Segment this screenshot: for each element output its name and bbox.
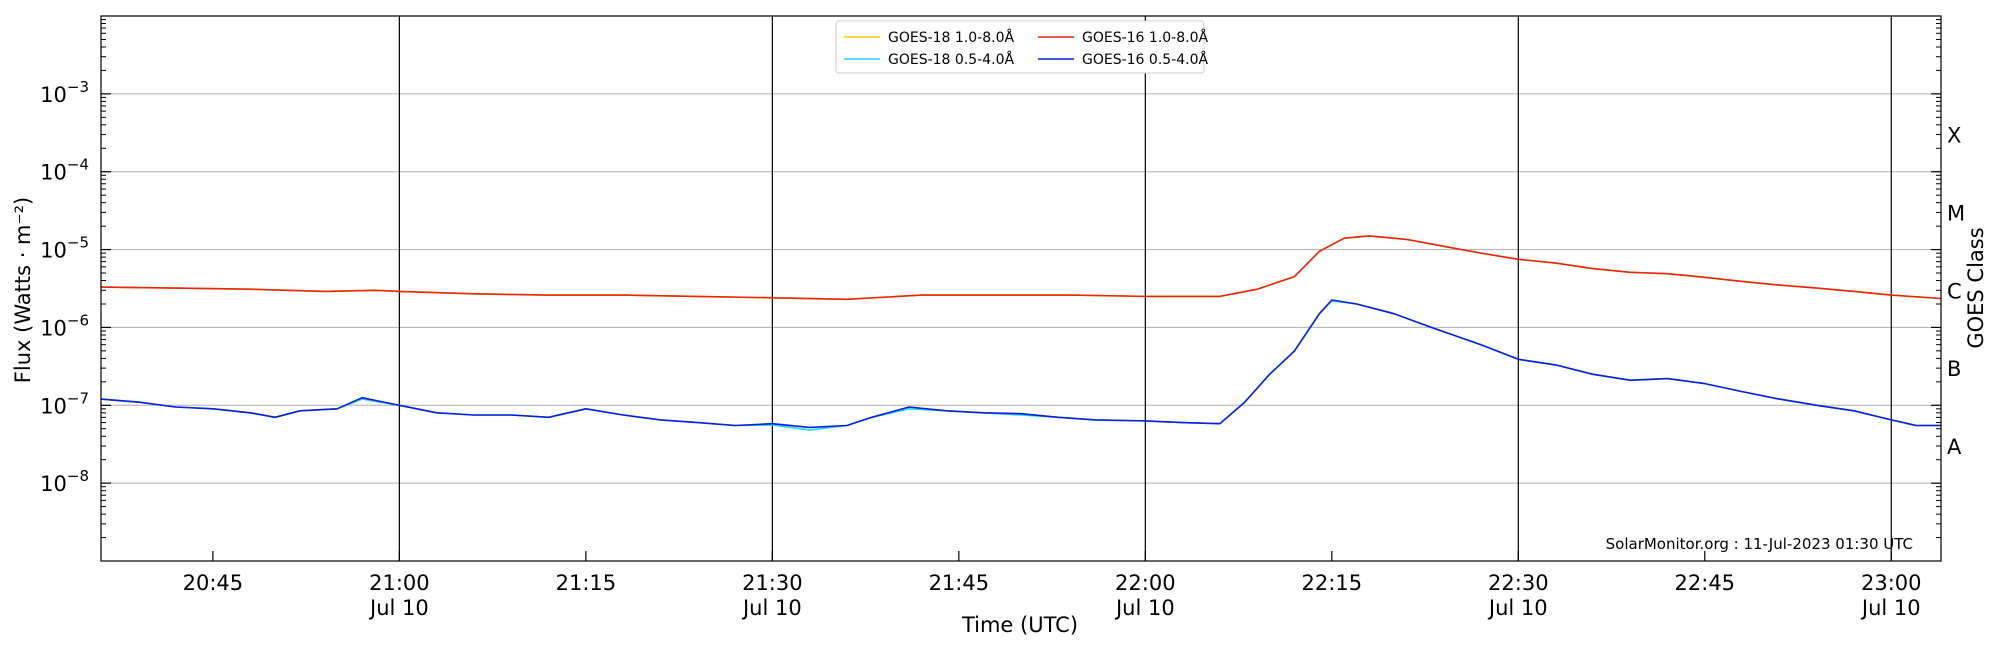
legend-entry-label: GOES-18 1.0-8.0Å	[888, 29, 1014, 46]
x-axis-label: Time (UTC)	[961, 613, 1078, 637]
x-tick-date-label: Jul 10	[1860, 596, 1921, 620]
x-tick-label: 21:00	[369, 571, 430, 595]
legend: GOES-18 1.0-8.0Å GOES-18 0.5-4.0Å GOES-16 …	[835, 20, 1208, 74]
series-line	[100, 299, 1941, 429]
x-tick-label: 21:15	[556, 571, 617, 595]
y-tick-label: 10−6	[40, 311, 89, 340]
x-tick-label: 22:15	[1302, 571, 1363, 595]
x-tick-label: 21:45	[929, 571, 990, 595]
x-tick-label: 21:30	[742, 571, 803, 595]
goes-class-label: X	[1947, 124, 1961, 148]
x-tick-label: 20:45	[183, 571, 244, 595]
y-tick-label-exponent: −6	[67, 311, 89, 329]
y-tick-label-exponent: −4	[67, 156, 89, 174]
goes-class-label: M	[1947, 201, 1965, 225]
series-line	[100, 299, 1941, 431]
y-tick-label: 10−8	[40, 467, 89, 496]
x-tick-date-label: Jul 10	[1114, 596, 1175, 620]
y-tick-label-base: 10	[40, 161, 67, 185]
y-axis-right-label: GOES Class	[1964, 227, 1988, 348]
x-tick-date-label: Jul 10	[1487, 596, 1548, 620]
x-tick-label: 22:00	[1115, 571, 1176, 595]
y-tick-label-exponent: −5	[67, 234, 89, 252]
goes-class-label: C	[1947, 279, 1962, 303]
y-tick-label-exponent: −8	[67, 467, 89, 485]
goes-class-labels: A B C M X	[1947, 124, 1965, 459]
y-tick-label: 10−7	[40, 389, 89, 418]
y-tick-label: 10−5	[40, 234, 89, 263]
y-tick-label-base: 10	[40, 83, 67, 107]
y-tick-label-exponent: −7	[67, 389, 89, 407]
y-tick-label-base: 10	[40, 239, 67, 263]
x-tick-date-label: Jul 10	[368, 596, 429, 620]
legend-entry-label: GOES-18 0.5-4.0Å	[888, 51, 1014, 68]
x-tick-label: 23:00	[1861, 571, 1922, 595]
y-tick-label-base: 10	[40, 472, 67, 496]
y-tick-label-base: 10	[40, 394, 67, 418]
y-tick-label-base: 10	[40, 316, 67, 340]
goes-class-label: B	[1947, 357, 1961, 381]
x-tick-label: 22:30	[1488, 571, 1549, 595]
y-axis-label: Flux (Watts · m⁻²)	[11, 197, 35, 383]
legend-entry-label: GOES-16 1.0-8.0Å	[1082, 29, 1208, 46]
x-tick-date-label: Jul 10	[741, 596, 802, 620]
goes-class-label: A	[1947, 435, 1962, 459]
y-tick-label: 10−4	[40, 156, 89, 185]
y-tick-label-exponent: −3	[67, 78, 89, 96]
series-line	[100, 235, 1942, 301]
grid-layer	[101, 16, 1941, 561]
y-tick-label: 10−3	[40, 78, 89, 107]
plot-frame	[100, 15, 1942, 562]
x-tick-label: 22:45	[1675, 571, 1736, 595]
legend-entry-label: GOES-16 0.5-4.0Å	[1082, 51, 1208, 68]
series-layer	[100, 235, 1942, 431]
legend-box	[835, 20, 1205, 74]
watermark-text: SolarMonitor.org : 11-Jul-2023 01:30 UTC	[1606, 535, 1913, 553]
